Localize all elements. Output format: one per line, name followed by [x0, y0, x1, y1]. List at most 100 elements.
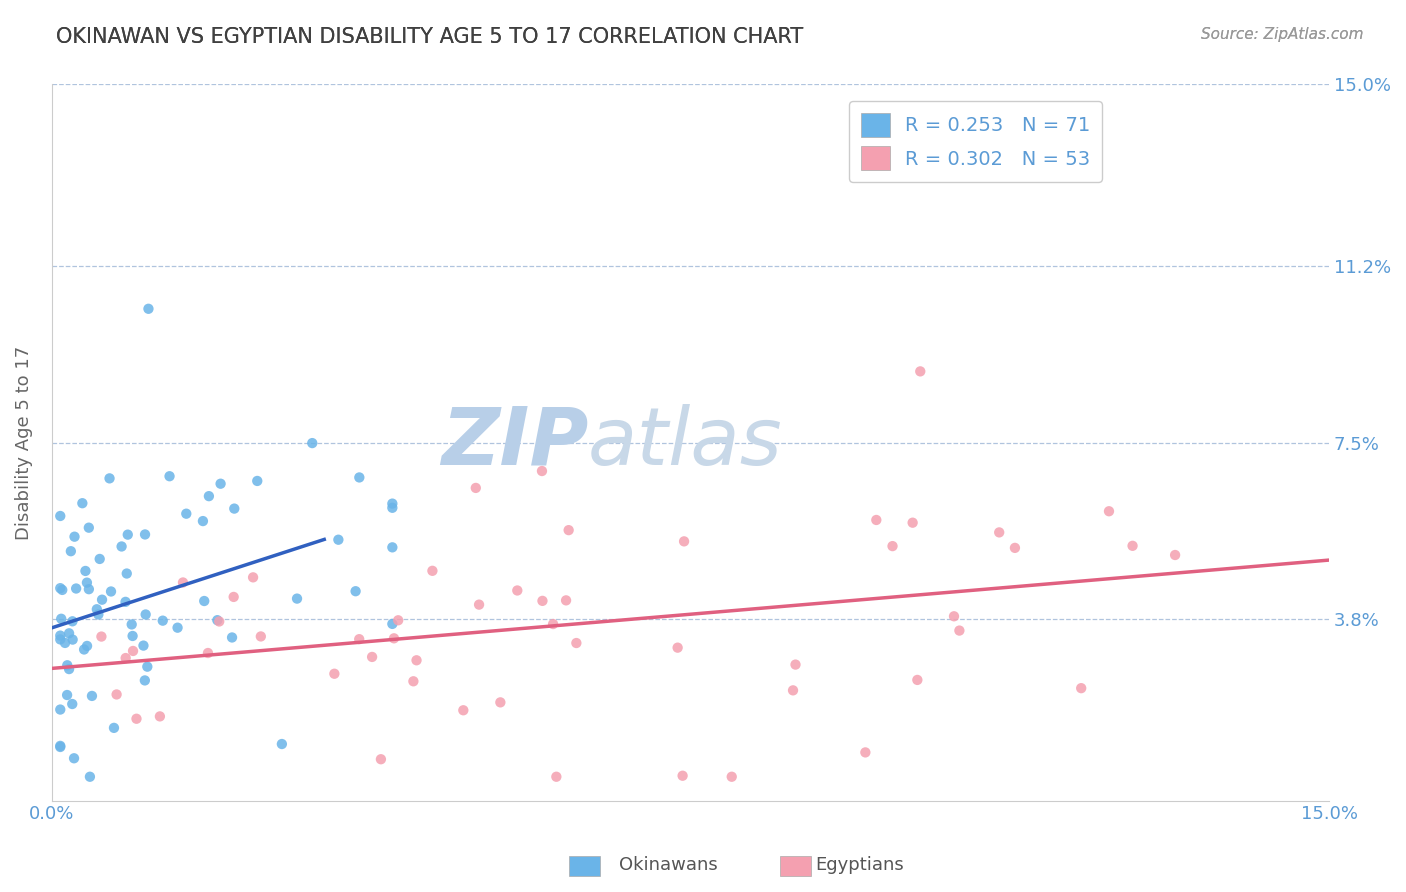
Point: [250, 629, 273, 643]
Point: [63, 751, 86, 765]
Point: [191, 514, 214, 528]
Point: [666, 640, 689, 655]
Point: [49, 508, 72, 523]
Y-axis label: Disability Age 5 to 17: Disability Age 5 to 17: [15, 345, 32, 540]
Point: [370, 752, 392, 766]
Point: [49, 632, 72, 647]
Point: [59, 544, 82, 558]
Text: Egyptians: Egyptians: [815, 855, 904, 873]
Point: [132, 639, 155, 653]
Point: [49, 739, 72, 754]
Point: [381, 541, 404, 555]
Point: [221, 631, 243, 645]
Point: [301, 436, 323, 450]
Point: [853, 746, 876, 760]
Point: [51, 582, 73, 597]
Point: [72, 496, 94, 510]
Point: [1122, 539, 1144, 553]
Point: [135, 607, 157, 622]
Point: [105, 688, 128, 702]
Point: [56, 688, 79, 702]
Point: [110, 540, 132, 554]
Point: [76, 575, 98, 590]
Point: [58, 662, 80, 676]
Point: [49, 629, 72, 643]
Point: [87, 607, 110, 622]
Point: [489, 695, 512, 709]
Point: [63, 530, 86, 544]
Point: [882, 539, 904, 553]
Point: [56, 658, 79, 673]
Point: [530, 464, 553, 478]
Point: [382, 632, 405, 646]
Point: [910, 364, 932, 378]
Point: [349, 470, 371, 484]
Point: [49, 702, 72, 716]
Point: [77, 582, 100, 597]
Point: [246, 474, 269, 488]
Point: [782, 683, 804, 698]
Point: [209, 476, 232, 491]
Point: [387, 613, 409, 627]
Point: [125, 712, 148, 726]
Point: [1004, 541, 1026, 555]
Point: [506, 583, 529, 598]
Point: [1098, 504, 1121, 518]
Point: [557, 523, 579, 537]
Point: [208, 615, 231, 629]
Point: [117, 527, 139, 541]
Point: [785, 657, 807, 672]
Point: [673, 534, 696, 549]
Point: [865, 513, 887, 527]
Point: [948, 624, 970, 638]
Text: OKINAWAN VS EGYPTIAN DISABILITY AGE 5 TO 17 CORRELATION CHART: OKINAWAN VS EGYPTIAN DISABILITY AGE 5 TO…: [56, 27, 803, 46]
Point: [121, 617, 143, 632]
Point: [1164, 548, 1187, 562]
Point: [134, 673, 156, 688]
Point: [89, 552, 111, 566]
Point: [381, 497, 404, 511]
Point: [453, 703, 475, 717]
Point: [361, 649, 384, 664]
Point: [73, 642, 96, 657]
Point: [103, 721, 125, 735]
Point: [65, 582, 87, 596]
Point: [58, 626, 80, 640]
Point: [51, 612, 73, 626]
Point: [91, 592, 114, 607]
Point: [242, 570, 264, 584]
Point: [100, 584, 122, 599]
Point: [134, 527, 156, 541]
Point: [193, 594, 215, 608]
Point: [720, 770, 742, 784]
Point: [159, 469, 181, 483]
Point: [531, 594, 554, 608]
Point: [207, 613, 229, 627]
Point: [122, 644, 145, 658]
Point: [405, 653, 427, 667]
Point: [80, 689, 103, 703]
Point: [77, 521, 100, 535]
Point: [468, 598, 491, 612]
Point: [98, 471, 121, 485]
Legend: R = 0.253   N = 71, R = 0.302   N = 53: R = 0.253 N = 71, R = 0.302 N = 53: [849, 102, 1102, 182]
Point: [285, 591, 308, 606]
Point: [943, 609, 966, 624]
Point: [344, 584, 367, 599]
Point: [198, 489, 221, 503]
Point: [905, 673, 928, 687]
Point: [149, 709, 172, 723]
Point: [381, 616, 404, 631]
Point: [121, 629, 143, 643]
Point: [152, 614, 174, 628]
Point: [1070, 681, 1092, 695]
Point: [136, 659, 159, 673]
Point: [323, 666, 346, 681]
Point: [224, 501, 246, 516]
Text: Okinawans: Okinawans: [619, 855, 717, 873]
Point: [381, 500, 404, 515]
Point: [328, 533, 350, 547]
Point: [347, 632, 370, 647]
Point: [197, 646, 219, 660]
Point: [114, 595, 136, 609]
